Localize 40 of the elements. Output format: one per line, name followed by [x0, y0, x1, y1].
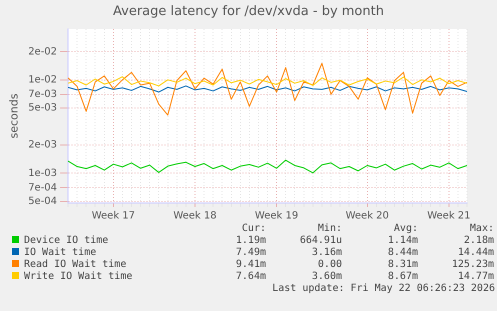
y-tick-label: 5e-04: [28, 196, 58, 207]
text: 1.19m: [234, 235, 266, 247]
text: Last update: Fri May 22 06:26:23 2026: [271, 283, 495, 294]
legend-label: IO Wait time: [23, 247, 98, 259]
legend-label: Write IO Wait time: [23, 271, 134, 283]
chart-title: Average latency for /dev/xvda - by month: [112, 4, 385, 19]
x-tick-label: Week 17: [92, 210, 136, 222]
text: 7.64m: [234, 271, 266, 283]
text: Cur:: [240, 223, 266, 235]
y-tick-label: 1e-03: [28, 168, 58, 179]
text: 3.60m: [310, 271, 342, 283]
y-tick-label: 2e-03: [28, 140, 58, 151]
text: 2.18m: [462, 235, 494, 247]
x-tick-label: Week 19: [254, 210, 298, 222]
text: 14.77m: [456, 271, 494, 283]
x-tick-label: Week 20: [346, 210, 389, 222]
y-axis-title: seconds: [7, 93, 20, 138]
text: 664.91u: [298, 235, 342, 247]
text: 7.49m: [234, 247, 266, 259]
text: Max:: [468, 223, 494, 235]
y-tick-label: 7e-04: [28, 182, 58, 194]
y-tick-label: 2e-02: [28, 46, 58, 58]
x-tick-label: Week 21: [427, 210, 471, 222]
text: 14.44m: [456, 247, 494, 259]
text: 1.14m: [386, 235, 418, 247]
text: 8.31m: [386, 259, 418, 271]
text: 8.44m: [386, 247, 418, 259]
legend-label: Read IO Wait time: [23, 259, 128, 271]
y-tick-label: 1e-02: [28, 74, 58, 86]
legend-label: Device IO time: [23, 235, 110, 247]
text: Min:: [316, 223, 342, 235]
text: Avg:: [392, 223, 418, 235]
text: 8.67m: [386, 271, 418, 283]
text: 3.16m: [310, 247, 342, 259]
text: 0.00: [316, 259, 342, 271]
text: 125.23m: [450, 259, 494, 271]
x-tick-label: Week 18: [173, 210, 217, 222]
y-tick-label: 5e-03: [28, 102, 58, 114]
text: 9.41m: [234, 259, 266, 271]
y-tick-label: 7e-03: [28, 88, 58, 100]
